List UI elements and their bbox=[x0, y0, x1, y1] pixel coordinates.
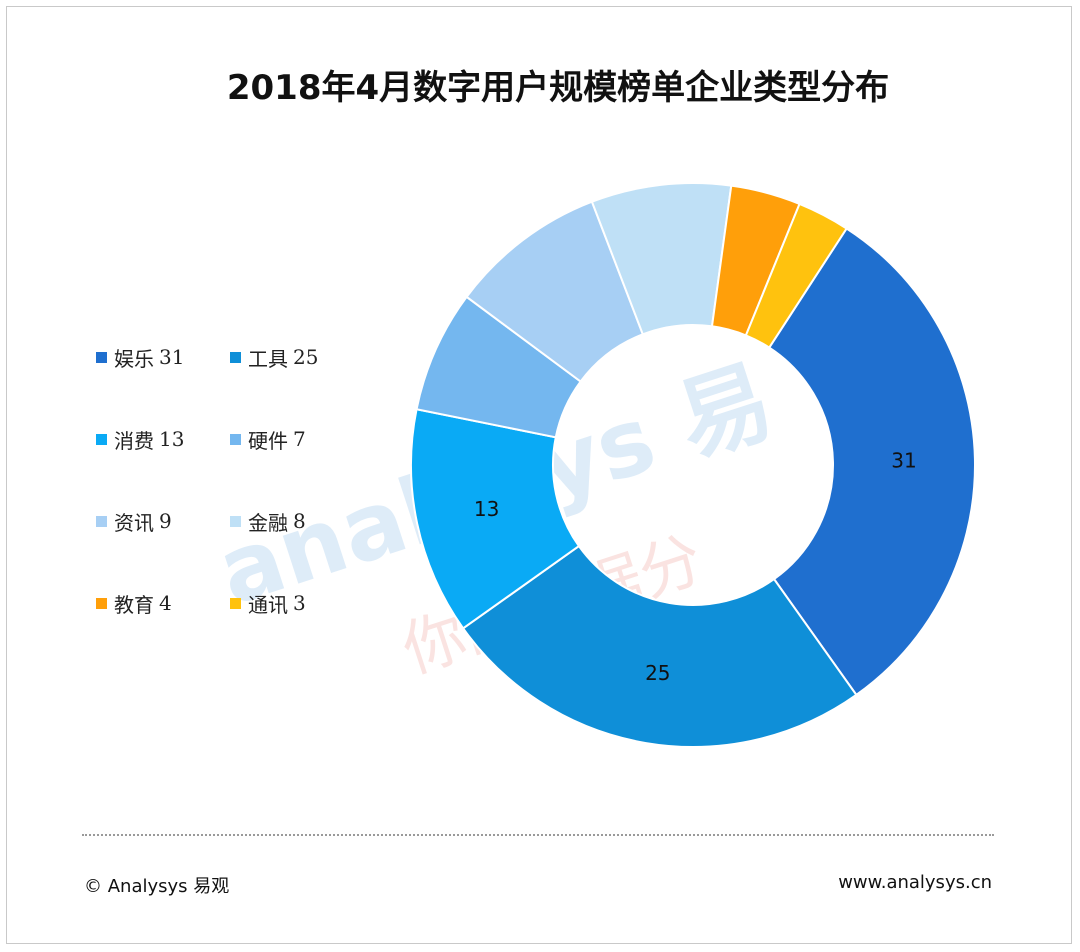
legend-item: 资讯 9 bbox=[96, 506, 230, 536]
legend-value: 9 bbox=[159, 509, 172, 533]
legend-swatch bbox=[96, 515, 107, 527]
legend-item: 金融 8 bbox=[230, 506, 370, 536]
chart-title: 2018年4月数字用户规模榜单企业类型分布 bbox=[226, 68, 890, 108]
legend-item: 消费 13 bbox=[96, 424, 230, 454]
legend-swatch bbox=[230, 351, 241, 363]
legend-swatch bbox=[96, 597, 107, 609]
legend-label: 工具 bbox=[248, 346, 288, 371]
legend-label: 金融 bbox=[248, 510, 288, 535]
slice-value-label: 13 bbox=[474, 497, 499, 521]
legend-label: 资讯 bbox=[114, 510, 154, 535]
donut-slice-工具 bbox=[461, 544, 858, 748]
footer-divider bbox=[82, 834, 994, 836]
legend-value: 7 bbox=[293, 427, 306, 451]
legend-value: 3 bbox=[293, 591, 306, 615]
donut-slice-消费 bbox=[410, 408, 581, 630]
legend-label: 娱乐 bbox=[114, 346, 154, 371]
legend-label: 通讯 bbox=[248, 592, 288, 617]
footer-website: www.analysys.cn bbox=[838, 872, 992, 893]
slice-value-label: 31 bbox=[891, 449, 916, 473]
donut-slice-娱乐 bbox=[767, 227, 976, 697]
legend-swatch bbox=[230, 597, 241, 609]
legend-value: 25 bbox=[293, 345, 319, 369]
legend-label: 消费 bbox=[114, 428, 154, 453]
legend-value: 4 bbox=[159, 591, 172, 615]
legend-item: 通讯 3 bbox=[230, 588, 370, 618]
donut-slice-通讯 bbox=[744, 202, 848, 349]
legend-label: 硬件 bbox=[248, 428, 288, 453]
chart-legend: 娱乐 31 工具 25 消费 13 硬件 7 资讯 9 金融 8 教育 4 通讯… bbox=[96, 342, 396, 618]
legend-swatch bbox=[96, 351, 107, 363]
legend-item: 硬件 7 bbox=[230, 424, 370, 454]
legend-item: 教育 4 bbox=[96, 588, 230, 618]
legend-swatch bbox=[96, 433, 107, 445]
legend-value: 13 bbox=[159, 427, 185, 451]
legend-item: 娱乐 31 bbox=[96, 342, 230, 372]
legend-swatch bbox=[230, 433, 241, 445]
slice-value-label: 25 bbox=[645, 661, 670, 685]
legend-label: 教育 bbox=[114, 592, 154, 617]
footer-copyright: © Analysys 易观 bbox=[84, 876, 230, 897]
legend-item: 工具 25 bbox=[230, 342, 370, 372]
legend-value: 8 bbox=[293, 509, 306, 533]
donut-slice-labels: 31 25 13 bbox=[474, 449, 917, 685]
donut-slices bbox=[410, 182, 976, 748]
legend-value: 31 bbox=[159, 345, 185, 369]
legend-swatch bbox=[230, 515, 241, 527]
